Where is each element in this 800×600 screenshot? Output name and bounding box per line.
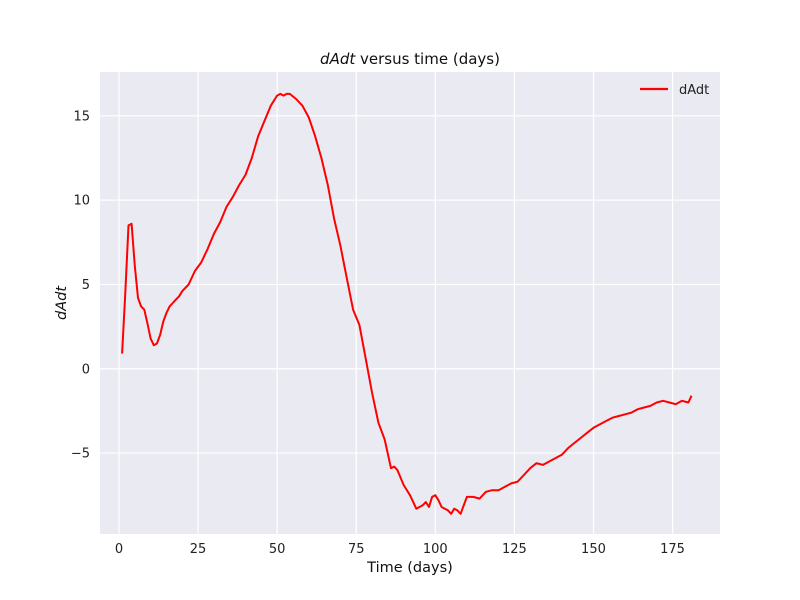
y-axis-label: dAdt xyxy=(54,285,70,320)
x-axis-label: Time (days) xyxy=(366,560,453,576)
legend-label: dAdt xyxy=(679,83,709,98)
x-tick-label: 175 xyxy=(660,542,685,557)
y-tick-label: 15 xyxy=(73,109,90,124)
chart-title: dAdt versus time (days) xyxy=(320,50,500,68)
x-axis-ticks: 0 25 50 75 100 125 150 175 xyxy=(115,542,685,557)
x-tick-label: 0 xyxy=(115,542,123,557)
x-tick-label: 150 xyxy=(581,542,606,557)
y-tick-label: 5 xyxy=(82,278,90,293)
legend: dAdt xyxy=(640,83,709,98)
x-tick-label: 125 xyxy=(502,542,527,557)
series-line-dadt xyxy=(121,92,693,515)
plot-area xyxy=(100,72,720,534)
series-layer xyxy=(121,92,693,515)
y-axis-ticks: −5 0 5 10 15 xyxy=(71,109,90,461)
x-tick-label: 25 xyxy=(190,542,207,557)
x-tick-label: 50 xyxy=(269,542,286,557)
x-tick-label: 100 xyxy=(423,542,448,557)
y-tick-label: 10 xyxy=(73,194,90,209)
y-tick-label: 0 xyxy=(82,362,90,377)
chart-title-italic: dAdt xyxy=(320,50,356,68)
grid xyxy=(100,72,720,534)
x-tick-label: 75 xyxy=(348,542,365,557)
y-tick-label: −5 xyxy=(71,447,90,462)
chart-title-rest: versus time (days) xyxy=(355,50,500,68)
